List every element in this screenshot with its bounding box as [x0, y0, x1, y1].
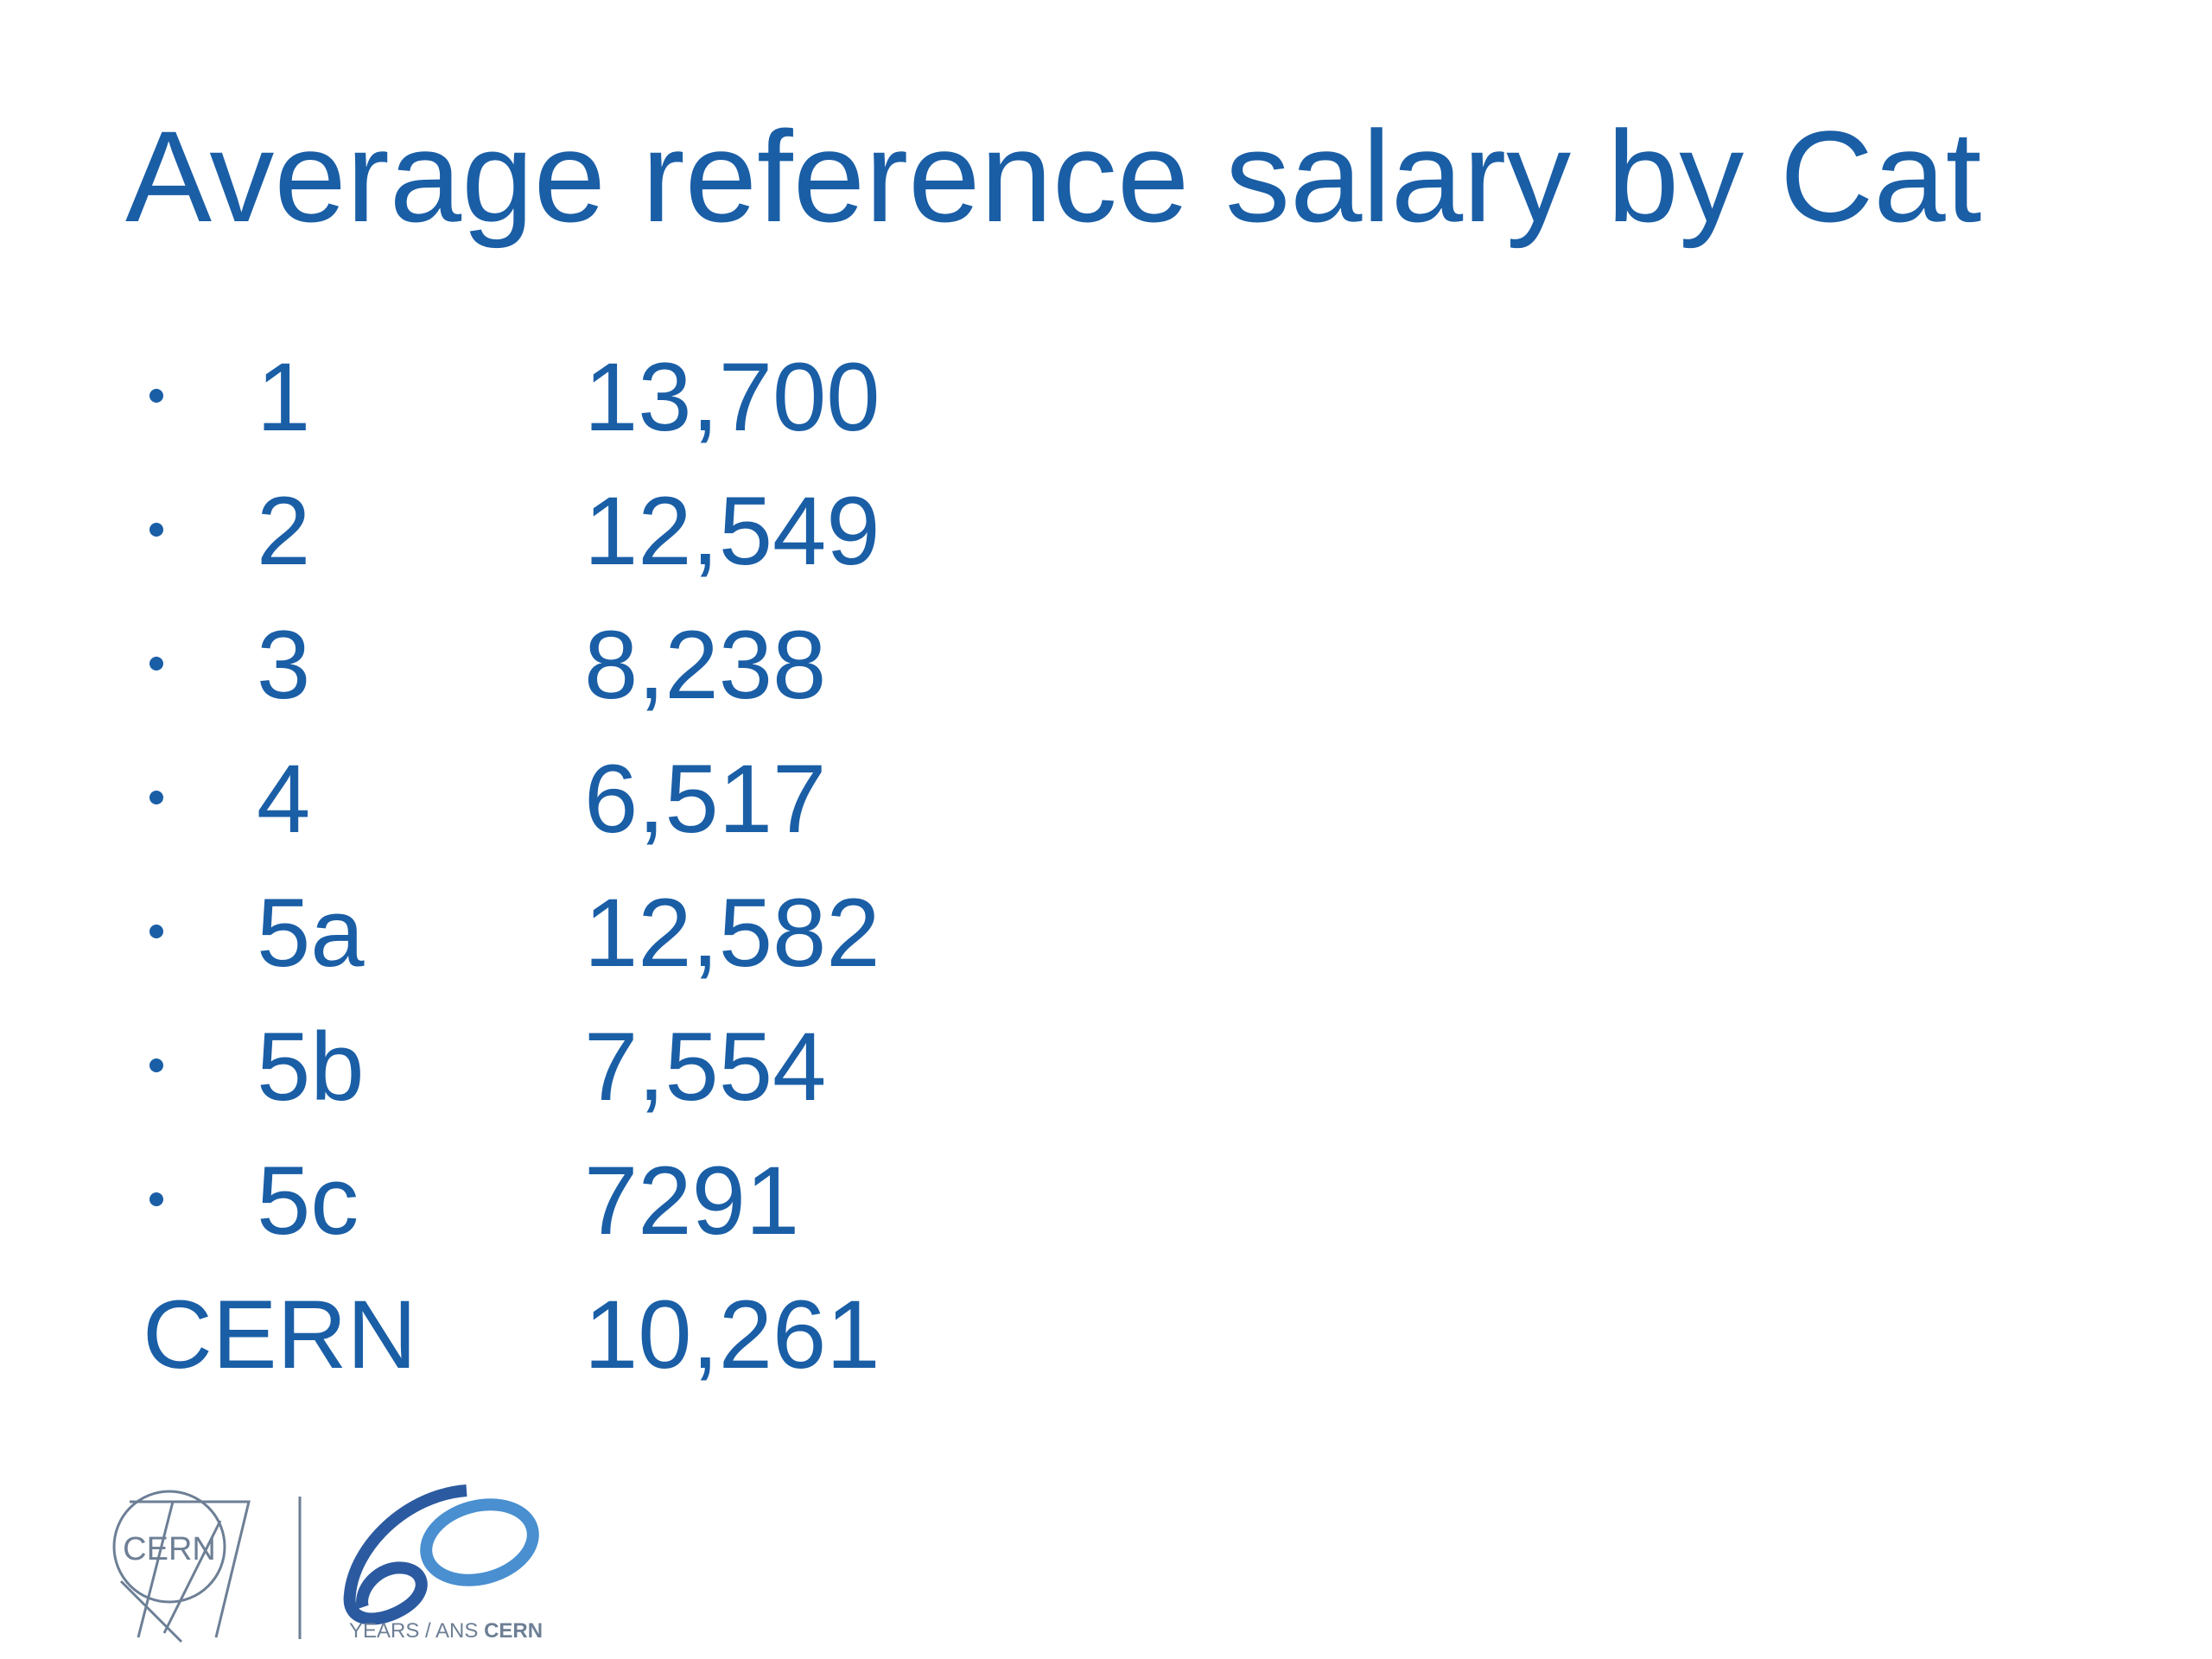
category: 4: [257, 745, 310, 853]
cern-logo-text: CERN: [123, 1531, 216, 1567]
bullet: [149, 925, 163, 938]
bullet: [149, 657, 163, 671]
salary: 13,700: [584, 343, 880, 451]
salary: 12,582: [584, 879, 880, 987]
bullet: [149, 1192, 163, 1206]
category: 5c: [257, 1147, 359, 1255]
total-label: CERN: [143, 1281, 416, 1389]
salary: 12,549: [584, 477, 880, 585]
salary: 8,238: [584, 611, 826, 719]
category: 5a: [257, 879, 365, 987]
cern-logo: [112, 1490, 251, 1643]
bullet: [149, 1058, 163, 1072]
category: 1: [257, 343, 310, 451]
salary-list: 1 13,700 2 12,549 3 8,238 4 6,517 5a 12,582 5b 7,55…: [143, 343, 880, 1389]
bullet: [149, 389, 163, 403]
category: 3: [257, 611, 310, 719]
salary: 6,517: [584, 745, 826, 853]
anniversary-org: CERN: [484, 1619, 543, 1643]
salary: 7291: [584, 1147, 799, 1255]
anniversary-text: YEARS / ANS CERN: [349, 1619, 543, 1643]
salary: 7,554: [584, 1013, 826, 1121]
slide-title: Average reference salary by Cat: [125, 104, 1981, 249]
anniversary-years: YEARS / ANS: [349, 1619, 478, 1643]
anniversary-logo: [343, 1484, 539, 1625]
category: 2: [257, 477, 310, 585]
bullet: [149, 523, 163, 537]
total-value: 10,261: [584, 1281, 880, 1389]
category: 5b: [257, 1013, 365, 1121]
bullet: [149, 791, 163, 804]
